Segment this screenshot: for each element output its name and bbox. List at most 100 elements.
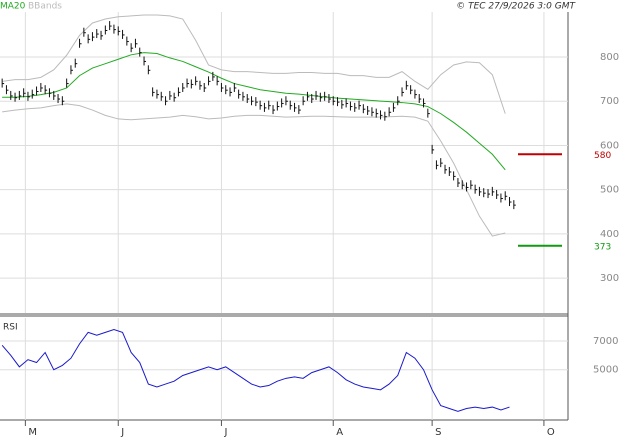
price-bar	[410, 85, 413, 95]
legend-bbands: BBands	[28, 2, 62, 12]
price-bar	[147, 65, 151, 75]
price-bar	[156, 89, 159, 99]
price-bar	[500, 193, 503, 203]
y-tick-label: 300	[600, 273, 619, 284]
price-bar	[83, 27, 86, 37]
price-bar	[251, 96, 254, 106]
price-bar	[40, 82, 43, 92]
price-bar	[113, 24, 116, 34]
price-bar	[31, 89, 35, 99]
price-bar	[160, 91, 164, 101]
price-bar	[36, 86, 39, 96]
price-bar	[229, 87, 233, 97]
price-bar	[263, 102, 267, 112]
price-bar	[401, 87, 405, 97]
price-bar	[405, 80, 409, 90]
price-bar	[423, 98, 426, 108]
price-bar	[212, 71, 215, 81]
price-bar	[491, 186, 495, 196]
y-tick-label: 800	[600, 52, 619, 63]
price-bar	[61, 96, 65, 106]
price-bar	[345, 98, 349, 108]
price-bar	[294, 102, 297, 112]
price-bar	[397, 96, 400, 106]
price-bar	[242, 91, 245, 101]
price-bar	[23, 88, 26, 98]
rsi-title: RSI	[3, 323, 18, 333]
price-bar	[298, 105, 301, 115]
rsi-line	[1, 328, 510, 412]
price-bar	[354, 102, 357, 112]
price-bar	[281, 98, 284, 108]
x-tick-label: A	[336, 427, 343, 438]
price-bar	[139, 47, 142, 57]
ma-line	[2, 52, 506, 171]
x-tick-label: J	[223, 427, 227, 438]
price-bar	[440, 158, 443, 168]
price-bar	[91, 32, 95, 42]
x-tick-label: S	[435, 427, 441, 438]
y-tick-label: 5000	[593, 365, 618, 376]
price-bar	[367, 105, 370, 115]
price-bar	[466, 182, 469, 192]
price-bar	[238, 89, 241, 99]
y-tick-label: 400	[600, 229, 619, 240]
price-bar	[70, 65, 73, 75]
price-bar	[104, 25, 108, 35]
price-bar	[225, 85, 228, 95]
bband-lower	[2, 103, 506, 237]
price-bar	[349, 101, 353, 111]
price-bar	[380, 110, 383, 120]
price-bar	[448, 166, 452, 176]
price-bar	[328, 94, 331, 104]
price-bar	[388, 107, 392, 117]
price-bar	[233, 82, 237, 92]
price-bar	[311, 94, 314, 104]
price-bar	[208, 76, 211, 86]
price-bar	[10, 90, 13, 100]
price-bar	[358, 100, 362, 110]
price-bar	[195, 76, 198, 86]
price-bar	[44, 85, 48, 95]
price-bar	[18, 90, 22, 100]
price-bar	[268, 100, 271, 110]
price-bar	[285, 96, 288, 106]
price-bar	[504, 191, 508, 201]
price-bar	[216, 76, 220, 86]
price-bar	[427, 108, 430, 118]
x-tick-label: J	[120, 427, 124, 438]
price-bar	[272, 105, 276, 115]
price-bar	[276, 101, 280, 111]
price-bar	[259, 100, 263, 110]
price-bar	[246, 94, 250, 104]
copyright: © TEC 27/9/2026 3:0 GMT	[456, 2, 576, 12]
price-bar	[302, 96, 306, 106]
price-bar	[186, 78, 190, 88]
price-bar	[461, 180, 465, 190]
price-bar	[203, 82, 207, 92]
price-bar	[362, 104, 366, 114]
price-bar	[87, 34, 91, 44]
price-bar	[5, 85, 9, 95]
price-bar	[96, 29, 99, 39]
price-bar	[220, 82, 224, 92]
price-bar	[431, 144, 435, 154]
price-bar	[74, 58, 78, 68]
price-bar	[337, 97, 340, 107]
price-bar	[27, 91, 30, 101]
price-bar	[483, 188, 486, 198]
price-bar	[143, 56, 147, 66]
bband-upper	[2, 14, 506, 114]
price-bar	[169, 90, 172, 100]
price-bar	[79, 38, 82, 48]
price-bar	[255, 97, 258, 107]
price-bar	[109, 21, 112, 31]
price-bar	[453, 171, 456, 181]
price-bar	[478, 186, 482, 196]
y-tick-label: 500	[600, 185, 619, 196]
price-bar	[414, 89, 417, 99]
price-bar	[177, 87, 181, 97]
price-bar	[435, 160, 439, 170]
